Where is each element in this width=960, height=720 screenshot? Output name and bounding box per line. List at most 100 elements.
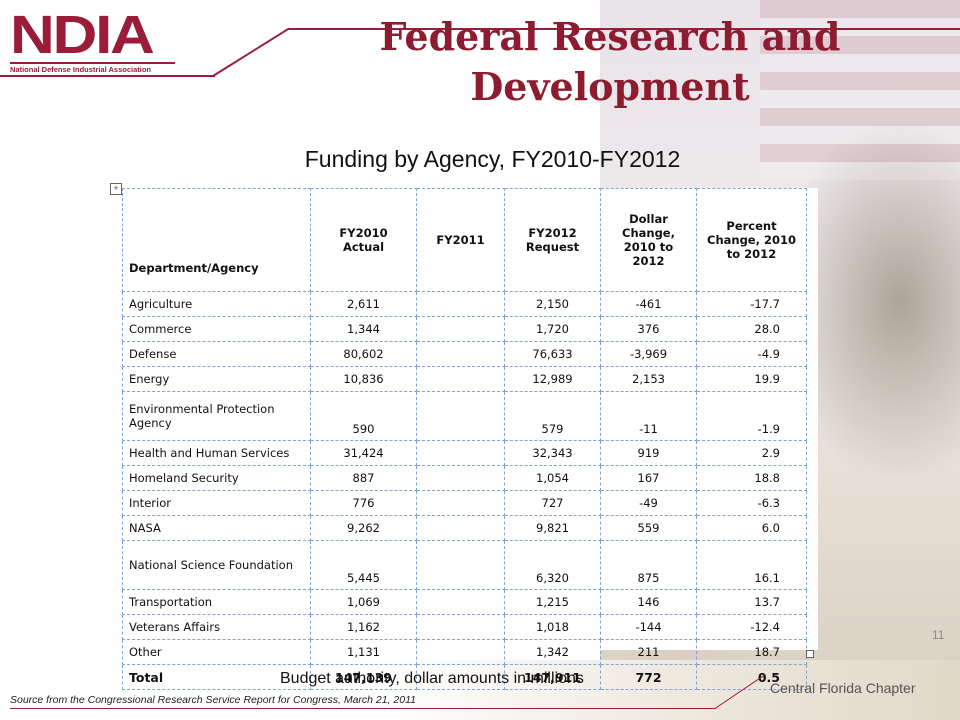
table-cell-fy2012: 1,054 <box>504 465 601 491</box>
table-cell-agency: Commerce <box>122 316 311 342</box>
table-cell-percent-change: 6.0 <box>696 515 807 541</box>
table-cell-dollar-change: 772 <box>600 664 697 690</box>
table-cell-dollar-change: 2,153 <box>600 366 697 392</box>
table-cell-fy2010: 1,162 <box>310 614 417 640</box>
table-cell-fy2011 <box>416 465 505 491</box>
table-cell-percent-change: -4.9 <box>696 341 807 367</box>
table-row: Veterans Affairs 1,162 1,018 -144 -12.4 <box>122 614 807 640</box>
table-cell-fy2012: 1,720 <box>504 316 601 342</box>
table-cell-fy2011 <box>416 490 505 516</box>
table-cell-fy2012: 12,989 <box>504 366 601 392</box>
table-header-row: Department/Agency FY2010 Actual FY2011 F… <box>122 188 807 292</box>
table-cell-fy2012: 32,343 <box>504 440 601 466</box>
table-cell-dollar-change: -49 <box>600 490 697 516</box>
table-cell-fy2012: 1,342 <box>504 639 601 665</box>
table-cell-fy2010: 1,069 <box>310 589 417 615</box>
table-cell-dollar-change: -3,969 <box>600 341 697 367</box>
table-row: Homeland Security 887 1,054 167 18.8 <box>122 465 807 491</box>
logo-wordmark: NDIA <box>10 5 155 65</box>
table-cell-agency: NASA <box>122 515 311 541</box>
page-number: 11 <box>932 628 945 642</box>
table-cell-percent-change: 28.0 <box>696 316 807 342</box>
table-cell-fy2012: 76,633 <box>504 341 601 367</box>
table-cell-fy2010: 776 <box>310 490 417 516</box>
table-cell-fy2012: 2,150 <box>504 291 601 317</box>
table-cell-fy2011 <box>416 614 505 640</box>
table-cell-agency: Health and Human Services <box>122 440 311 466</box>
table-cell-fy2012: 6,320 <box>504 540 601 590</box>
table-cell-fy2010: 31,424 <box>310 440 417 466</box>
header-rule-diagonal <box>212 27 290 77</box>
table-row: Agriculture 2,611 2,150 -461 -17.7 <box>122 291 807 317</box>
column-header: Dollar Change, 2010 to 2012 <box>600 188 697 292</box>
table-cell-agency: Interior <box>122 490 311 516</box>
table-cell-fy2012: 1,215 <box>504 589 601 615</box>
table-cell-dollar-change: 211 <box>600 639 697 665</box>
table-cell-dollar-change: 875 <box>600 540 697 590</box>
column-header: FY2012 Request <box>504 188 601 292</box>
table-body: Agriculture 2,611 2,150 -461 -17.7 Commerce 1,… <box>122 291 807 690</box>
table-cell-fy2012: 9,821 <box>504 515 601 541</box>
table-cell-fy2010: 1,131 <box>310 639 417 665</box>
table-cell-percent-change: 18.7 <box>696 639 807 665</box>
table-cell-agency: Environmental Protection Agency <box>122 391 311 441</box>
table-cell-fy2011 <box>416 291 505 317</box>
table-cell-dollar-change: 559 <box>600 515 697 541</box>
table-cell-agency: Homeland Security <box>122 465 311 491</box>
table-cell-dollar-change: 376 <box>600 316 697 342</box>
chapter-label: Central Florida Chapter <box>770 680 916 696</box>
slide-title: Federal Research and Development <box>379 14 841 109</box>
table-cell-fy2010: 10,836 <box>310 366 417 392</box>
table-cell-fy2012: 1,018 <box>504 614 601 640</box>
table-row: Defense 80,602 76,633 -3,969 -4.9 <box>122 341 807 367</box>
logo-subtext: National Defense Industrial Association <box>10 62 175 74</box>
table-cell-percent-change: 19.9 <box>696 366 807 392</box>
table-cell-dollar-change: -144 <box>600 614 697 640</box>
table-cell-percent-change: -12.4 <box>696 614 807 640</box>
table-row: NASA 9,262 9,821 559 6.0 <box>122 515 807 541</box>
table-cell-agency: Total <box>122 664 311 690</box>
column-header: Department/Agency <box>122 188 311 292</box>
table-caption: Budget authority, dollar amounts in mill… <box>280 670 584 687</box>
table-cell-fy2011 <box>416 316 505 342</box>
source-note: Source from the Congressional Research S… <box>10 694 416 706</box>
table-cell-fy2010: 887 <box>310 465 417 491</box>
table-cell-fy2011 <box>416 639 505 665</box>
table-move-handle-icon[interactable]: + <box>110 183 122 195</box>
table-cell-dollar-change: -11 <box>600 391 697 441</box>
table-cell-fy2011 <box>416 440 505 466</box>
table-cell-fy2010: 1,344 <box>310 316 417 342</box>
table-cell-fy2011 <box>416 366 505 392</box>
table-cell-agency: Agriculture <box>122 291 311 317</box>
table-row: National Science Foundation 5,445 6,320 875… <box>122 540 807 590</box>
table-cell-percent-change: 13.7 <box>696 589 807 615</box>
funding-table-container: Department/Agency FY2010 Actual FY2011 F… <box>122 188 818 690</box>
table-total-row: Total 147,139 147,911 772 0.5 <box>122 664 807 690</box>
table-cell-fy2011 <box>416 341 505 367</box>
table-cell-agency: Energy <box>122 366 311 392</box>
table-cell-percent-change: 18.8 <box>696 465 807 491</box>
table-cell-fy2012: 579 <box>504 391 601 441</box>
table-cell-percent-change: 16.1 <box>696 540 807 590</box>
table-cell-fy2010: 2,611 <box>310 291 417 317</box>
table-cell-percent-change: 2.9 <box>696 440 807 466</box>
header-rule <box>0 75 215 77</box>
table-cell-fy2011 <box>416 391 505 441</box>
table-cell-fy2012: 147,911 <box>504 664 601 690</box>
table-cell-fy2010: 80,602 <box>310 341 417 367</box>
table-cell-fy2011 <box>416 515 505 541</box>
table-cell-fy2012: 727 <box>504 490 601 516</box>
footer-rule <box>10 708 716 709</box>
table-cell-fy2010: 590 <box>310 391 417 441</box>
table-row: Interior 776 727 -49 -6.3 <box>122 490 807 516</box>
table-cell-dollar-change: 146 <box>600 589 697 615</box>
table-row: Environmental Protection Agency 590 579 -11… <box>122 391 807 441</box>
table-resize-handle[interactable] <box>806 650 814 658</box>
ndia-logo: NDIA National Defense Industrial Associa… <box>10 8 180 74</box>
table-cell-agency: Defense <box>122 341 311 367</box>
table-cell-fy2011 <box>416 540 505 590</box>
flag-decoration <box>760 0 960 180</box>
table-cell-agency: Other <box>122 639 311 665</box>
table-cell-fy2011 <box>416 664 505 690</box>
table-row: Commerce 1,344 1,720 376 28.0 <box>122 316 807 342</box>
